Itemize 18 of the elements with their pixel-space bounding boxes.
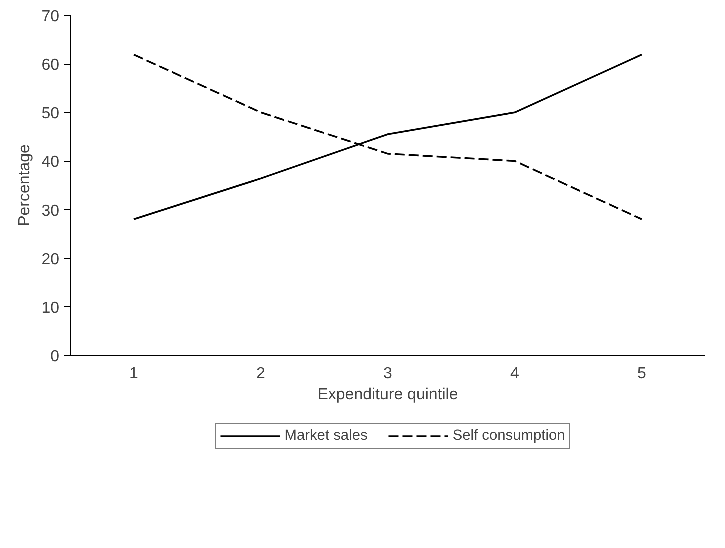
x-tick-label: 1 [130,366,139,382]
line-series [133,54,643,220]
y-tick-label: 30 [42,202,60,220]
x-tick-label: 3 [384,366,393,382]
y-tick-label: 0 [50,348,60,366]
legend-label: Market sales [284,428,368,444]
x-tick-label: 4 [510,366,520,382]
y-tick-label: 40 [42,154,60,172]
y-tick-label: 60 [42,57,60,74]
y-tick-label: 10 [42,300,60,317]
x-tick-label: 2 [256,366,266,382]
x-tick-label: 5 [638,366,647,382]
x-axis-title: Expenditure quintile [318,386,458,404]
y-axis-title: Percentage [16,144,34,226]
y-tick-label: 70 [42,8,60,26]
y-tick-label: 20 [42,251,60,268]
legend-label: Self consumption [452,428,566,444]
y-tick-label: 50 [42,106,60,123]
